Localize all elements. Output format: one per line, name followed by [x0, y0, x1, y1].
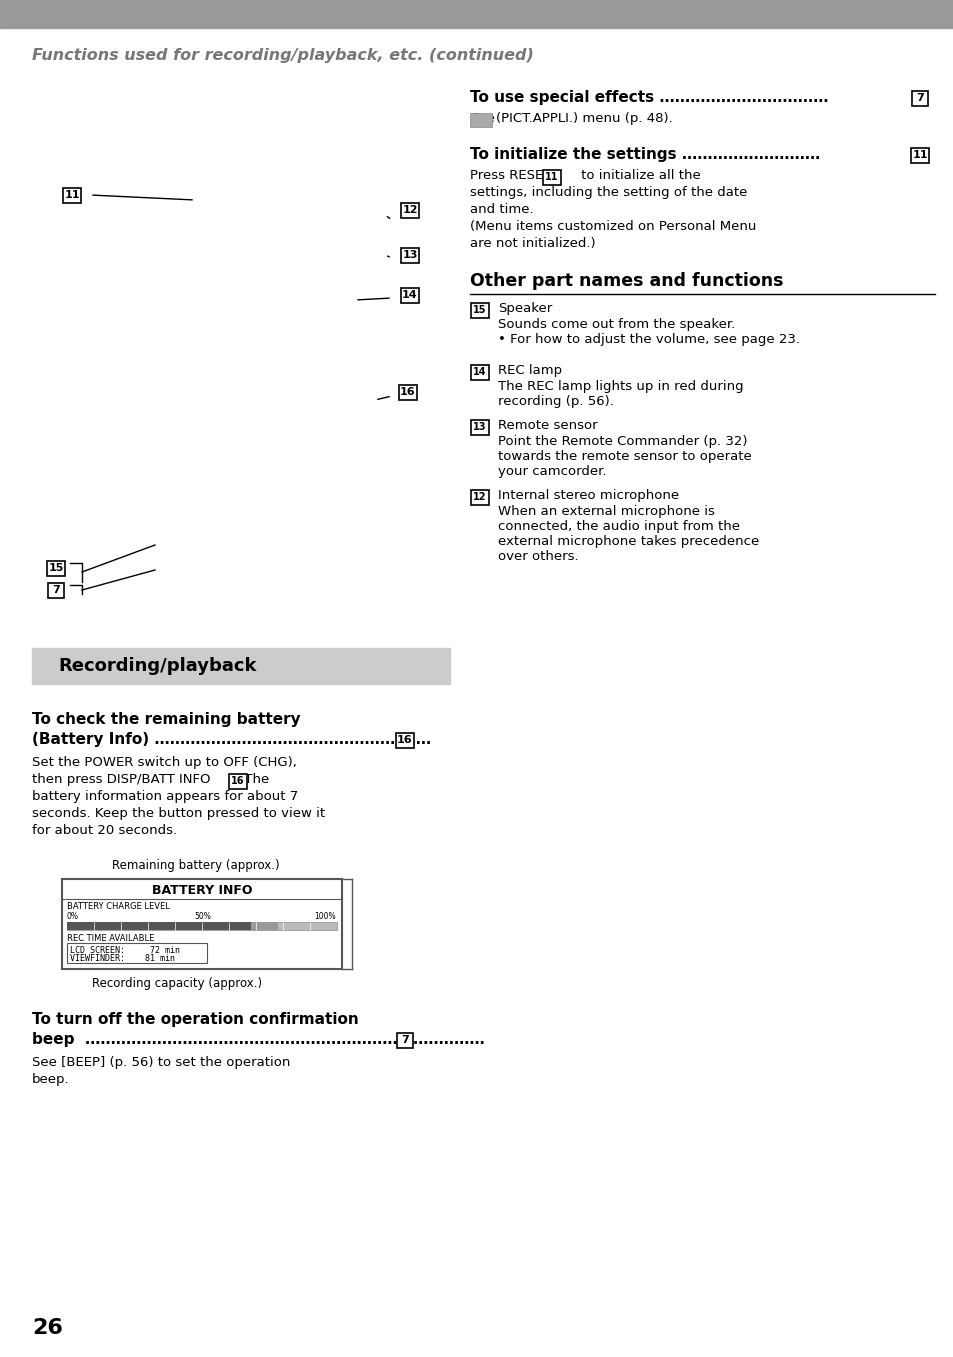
- Text: To use special effects ……………………………: To use special effects ……………………………: [470, 90, 827, 104]
- Text: 14: 14: [402, 290, 417, 300]
- Text: beep.: beep.: [32, 1073, 70, 1086]
- Bar: [910, 148, 928, 163]
- Text: LCD SCREEN:     72 min: LCD SCREEN: 72 min: [70, 946, 180, 955]
- Text: 7: 7: [52, 585, 60, 594]
- Bar: [0, 0, 953, 28]
- Text: Sounds come out from the speaker.: Sounds come out from the speaker.: [497, 318, 735, 331]
- Bar: [400, 288, 418, 303]
- Bar: [471, 303, 489, 318]
- Text: battery information appears for about 7: battery information appears for about 7: [32, 790, 298, 803]
- Bar: [911, 91, 927, 106]
- Bar: [67, 921, 336, 930]
- Text: 15: 15: [49, 563, 64, 573]
- Text: 7: 7: [400, 1035, 409, 1045]
- Bar: [62, 879, 341, 969]
- Text: When an external microphone is: When an external microphone is: [497, 505, 714, 518]
- Bar: [32, 649, 450, 684]
- Text: Press RESET       to initialize all the: Press RESET to initialize all the: [470, 170, 700, 182]
- Text: your camcorder.: your camcorder.: [497, 465, 606, 478]
- Text: 11: 11: [545, 172, 558, 182]
- Bar: [67, 921, 251, 930]
- Text: 16: 16: [396, 735, 413, 745]
- Bar: [471, 490, 489, 505]
- Text: • For how to adjust the volume, see page 23.: • For how to adjust the volume, see page…: [497, 332, 800, 346]
- Text: then press DISP/BATT INFO      . The: then press DISP/BATT INFO . The: [32, 773, 269, 786]
- Text: 11: 11: [911, 151, 926, 160]
- Text: 12: 12: [473, 493, 486, 502]
- Text: The REC lamp lights up in red during: The REC lamp lights up in red during: [497, 380, 742, 394]
- Text: To turn off the operation confirmation: To turn off the operation confirmation: [32, 1012, 358, 1027]
- Text: 13: 13: [473, 422, 486, 432]
- Text: To initialize the settings ………………………: To initialize the settings ………………………: [470, 147, 820, 161]
- Bar: [398, 384, 416, 399]
- Text: Recording/playback: Recording/playback: [58, 657, 256, 674]
- Text: connected, the audio input from the: connected, the audio input from the: [497, 520, 740, 533]
- Bar: [400, 247, 418, 262]
- Text: and time.: and time.: [470, 204, 533, 216]
- Text: Point the Remote Commander (p. 32): Point the Remote Commander (p. 32): [497, 436, 747, 448]
- Bar: [395, 733, 414, 748]
- Text: 16: 16: [399, 387, 416, 398]
- Bar: [396, 1033, 413, 1048]
- Text: over others.: over others.: [497, 550, 578, 563]
- Text: Remote sensor: Remote sensor: [497, 419, 597, 432]
- Bar: [251, 921, 277, 930]
- Bar: [67, 943, 207, 963]
- Text: external microphone takes precedence: external microphone takes precedence: [497, 535, 759, 548]
- Text: 100%: 100%: [314, 912, 335, 921]
- Text: Speaker: Speaker: [497, 303, 552, 315]
- Text: 16: 16: [231, 776, 245, 786]
- Text: See: See: [470, 113, 495, 125]
- Text: Other part names and functions: Other part names and functions: [470, 271, 782, 290]
- Text: VIEWFINDER:    81 min: VIEWFINDER: 81 min: [70, 954, 174, 963]
- Text: 0%: 0%: [67, 912, 79, 921]
- Text: recording (p. 56).: recording (p. 56).: [497, 395, 613, 408]
- Text: 26: 26: [32, 1318, 63, 1338]
- Text: settings, including the setting of the date: settings, including the setting of the d…: [470, 186, 746, 199]
- Bar: [470, 113, 492, 128]
- Text: 50%: 50%: [193, 912, 211, 921]
- Bar: [47, 560, 65, 575]
- Bar: [63, 187, 81, 202]
- Text: REC TIME AVAILABLE: REC TIME AVAILABLE: [67, 934, 154, 943]
- Text: To check the remaining battery: To check the remaining battery: [32, 712, 300, 727]
- Text: 14: 14: [473, 366, 486, 377]
- Text: are not initialized.): are not initialized.): [470, 237, 595, 250]
- Text: 11: 11: [64, 190, 80, 199]
- Bar: [229, 773, 247, 788]
- Bar: [471, 365, 489, 380]
- Text: Internal stereo microphone: Internal stereo microphone: [497, 489, 679, 502]
- Text: 12: 12: [402, 205, 417, 214]
- Text: Functions used for recording/playback, etc. (continued): Functions used for recording/playback, e…: [32, 47, 534, 62]
- Bar: [471, 419, 489, 434]
- Text: Recording capacity (approx.): Recording capacity (approx.): [91, 977, 262, 991]
- Text: 13: 13: [402, 250, 417, 261]
- Text: (PICT.APPLI.) menu (p. 48).: (PICT.APPLI.) menu (p. 48).: [496, 113, 672, 125]
- Bar: [400, 202, 418, 217]
- Text: 15: 15: [473, 305, 486, 315]
- Text: See [BEEP] (p. 56) to set the operation: See [BEEP] (p. 56) to set the operation: [32, 1056, 290, 1069]
- Text: BATTERY CHARGE LEVEL: BATTERY CHARGE LEVEL: [67, 902, 170, 911]
- Bar: [542, 170, 560, 185]
- Text: REC lamp: REC lamp: [497, 364, 561, 377]
- Text: Set the POWER switch up to OFF (CHG),: Set the POWER switch up to OFF (CHG),: [32, 756, 296, 769]
- Text: towards the remote sensor to operate: towards the remote sensor to operate: [497, 451, 751, 463]
- Text: (Menu items customized on Personal Menu: (Menu items customized on Personal Menu: [470, 220, 756, 233]
- Text: beep  ……………………………………………………………………: beep ……………………………………………………………………: [32, 1033, 484, 1048]
- Text: seconds. Keep the button pressed to view it: seconds. Keep the button pressed to view…: [32, 807, 325, 820]
- Text: (Battery Info) ………………………………………………: (Battery Info) ………………………………………………: [32, 731, 431, 746]
- Text: for about 20 seconds.: for about 20 seconds.: [32, 824, 177, 837]
- Text: 7: 7: [915, 94, 923, 103]
- Text: Remaining battery (approx.): Remaining battery (approx.): [112, 859, 279, 873]
- Bar: [48, 582, 64, 597]
- Text: BATTERY INFO: BATTERY INFO: [152, 883, 252, 897]
